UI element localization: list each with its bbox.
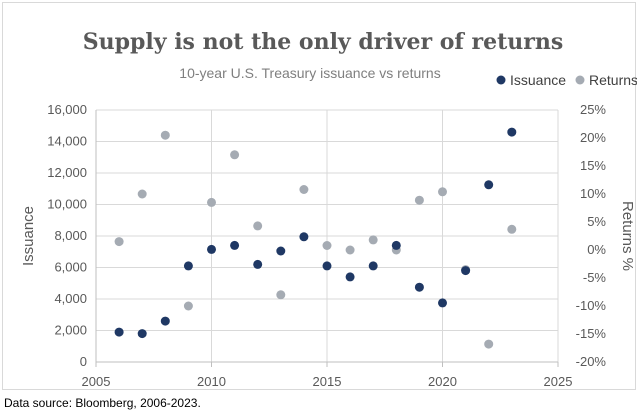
point-returns-2007 <box>137 189 147 199</box>
x-tick-label: 2025 <box>544 374 573 389</box>
y-axis-title: Issuance <box>20 206 37 266</box>
gridlines <box>96 109 559 362</box>
x-tick-label: 2020 <box>428 374 457 389</box>
y-tick-label: 6,000 <box>54 260 87 275</box>
legend-marker-issuance <box>496 75 506 85</box>
point-issuance-2014 <box>299 232 309 242</box>
point-returns-2023 <box>507 224 517 234</box>
data-points <box>114 127 517 349</box>
point-returns-2008 <box>160 130 170 140</box>
point-issuance-2023 <box>507 127 517 137</box>
y2-tick-label: 5% <box>587 214 606 229</box>
point-issuance-2013 <box>276 246 286 256</box>
y2-tick-label: -10% <box>576 298 607 313</box>
point-returns-2013 <box>276 290 286 300</box>
x-tick-label: 2010 <box>197 374 226 389</box>
source-note: Data source: Bloomberg, 2006-2023. <box>4 396 201 410</box>
y2-tick-label: 0% <box>587 242 606 257</box>
point-issuance-2018 <box>391 240 401 250</box>
point-issuance-2009 <box>183 261 193 271</box>
point-issuance-2015 <box>322 261 332 271</box>
y2-tick-label: 10% <box>580 186 606 201</box>
y-tick-label: 14,000 <box>47 134 87 149</box>
y2-tick-label: -15% <box>576 326 607 341</box>
point-returns-2022 <box>484 339 494 349</box>
y-tick-label: 16,000 <box>47 102 87 117</box>
point-returns-2019 <box>414 195 424 205</box>
y2-axis-title: Returns % <box>619 201 636 271</box>
point-issuance-2017 <box>368 261 378 271</box>
y-tick-label: 12,000 <box>47 165 87 180</box>
y2-tick-label: -20% <box>576 354 607 369</box>
legend-marker-returns <box>575 75 585 85</box>
scatter-chart: Supply is not the only driver of returns… <box>20 29 637 389</box>
point-issuance-2020 <box>438 298 447 308</box>
chart-frame: Supply is not the only driver of returns… <box>2 2 637 390</box>
legend-label-returns: Returns <box>589 72 637 88</box>
y2-tick-label: 20% <box>580 130 606 145</box>
y-tick-label: 8,000 <box>54 228 87 243</box>
y2-tick-label: 15% <box>580 158 606 173</box>
point-issuance-2008 <box>160 316 170 326</box>
y-tick-label: 10,000 <box>47 197 87 212</box>
point-issuance-2011 <box>230 240 240 250</box>
y-tick-label: 0 <box>80 354 87 369</box>
point-issuance-2021 <box>461 266 471 276</box>
y2-tick-label: 25% <box>580 102 606 117</box>
point-returns-2016 <box>345 245 355 255</box>
point-returns-2012 <box>253 221 263 231</box>
point-issuance-2016 <box>345 272 355 282</box>
point-issuance-2010 <box>207 244 216 254</box>
x-tick-label: 2005 <box>82 374 111 389</box>
chart-title: Supply is not the only driver of returns <box>83 29 564 55</box>
point-returns-2020 <box>438 187 447 197</box>
point-returns-2010 <box>207 197 216 207</box>
point-returns-2006 <box>114 237 124 247</box>
point-returns-2009 <box>183 301 193 311</box>
chart-legend: Issuance Returns <box>496 72 637 88</box>
point-issuance-2022 <box>484 180 494 190</box>
axes: 0 2,000 4,000 6,000 8,000 10,000 12,000 14,000 1… <box>47 102 606 389</box>
y-tick-label: 2,000 <box>54 323 87 338</box>
point-issuance-2019 <box>414 282 424 292</box>
y2-tick-label: -5% <box>583 270 607 285</box>
y-tick-label: 4,000 <box>54 291 87 306</box>
point-returns-2011 <box>230 150 240 160</box>
x-tick-label: 2015 <box>313 374 342 389</box>
point-returns-2015 <box>322 241 332 250</box>
point-returns-2017 <box>368 235 378 245</box>
point-issuance-2007 <box>137 329 147 339</box>
chart-subtitle: 10-year U.S. Treasury issuance vs return… <box>179 65 440 81</box>
point-issuance-2006 <box>114 327 124 337</box>
point-returns-2014 <box>299 185 309 194</box>
point-issuance-2012 <box>253 259 263 269</box>
legend-label-issuance: Issuance <box>510 72 566 88</box>
